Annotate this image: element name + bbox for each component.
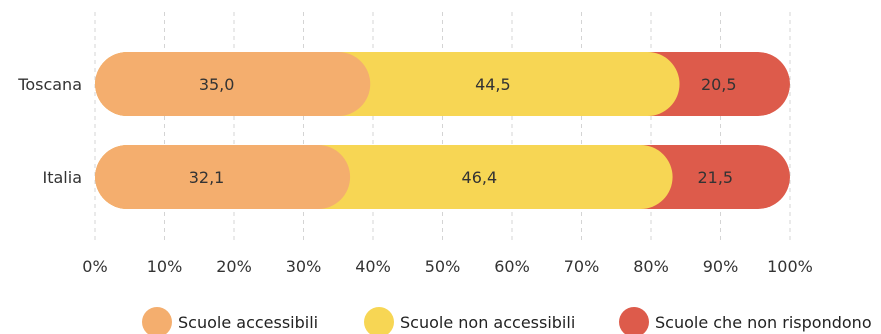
legend-swatch	[619, 307, 649, 334]
legend-swatch	[364, 307, 394, 334]
category-label: Toscana	[17, 75, 82, 94]
gridlines	[94, 12, 791, 240]
data-label: 46,4	[462, 168, 498, 187]
x-tick-label: 10%	[147, 257, 183, 276]
legend-swatch	[142, 307, 172, 334]
x-tick-label: 50%	[425, 257, 461, 276]
x-tick-label: 20%	[216, 257, 252, 276]
bar-row-1	[95, 145, 790, 209]
x-axis-ticks: 0% 10% 20% 30% 40% 50% 60% 70% 80% 90% 100%	[82, 257, 813, 276]
data-label: 21,5	[697, 168, 733, 187]
x-tick-label: 70%	[564, 257, 600, 276]
category-label: Italia	[43, 168, 83, 187]
x-tick-label: 0%	[82, 257, 107, 276]
bar-row-0	[95, 52, 790, 116]
data-label: 32,1	[189, 168, 225, 187]
x-tick-label: 90%	[703, 257, 739, 276]
data-label: 44,5	[475, 75, 511, 94]
bar-segment	[95, 52, 371, 116]
x-tick-label: 40%	[355, 257, 391, 276]
x-tick-label: 100%	[767, 257, 813, 276]
bars	[95, 52, 790, 209]
data-label: 20,5	[701, 75, 737, 94]
bar-segment	[95, 145, 351, 209]
category-labels: Toscana Italia	[17, 75, 82, 187]
x-tick-label: 80%	[633, 257, 669, 276]
legend: Scuole accessibili Scuole non accessibili…	[142, 307, 872, 334]
legend-label: Scuole che non rispondono	[655, 313, 872, 332]
data-label: 35,0	[199, 75, 235, 94]
legend-label: Scuole non accessibili	[400, 313, 575, 332]
legend-label: Scuole accessibili	[178, 313, 318, 332]
x-tick-label: 30%	[286, 257, 322, 276]
data-labels: 35,0 44,5 20,5 32,1 46,4 21,5	[189, 75, 737, 187]
x-tick-label: 60%	[494, 257, 530, 276]
